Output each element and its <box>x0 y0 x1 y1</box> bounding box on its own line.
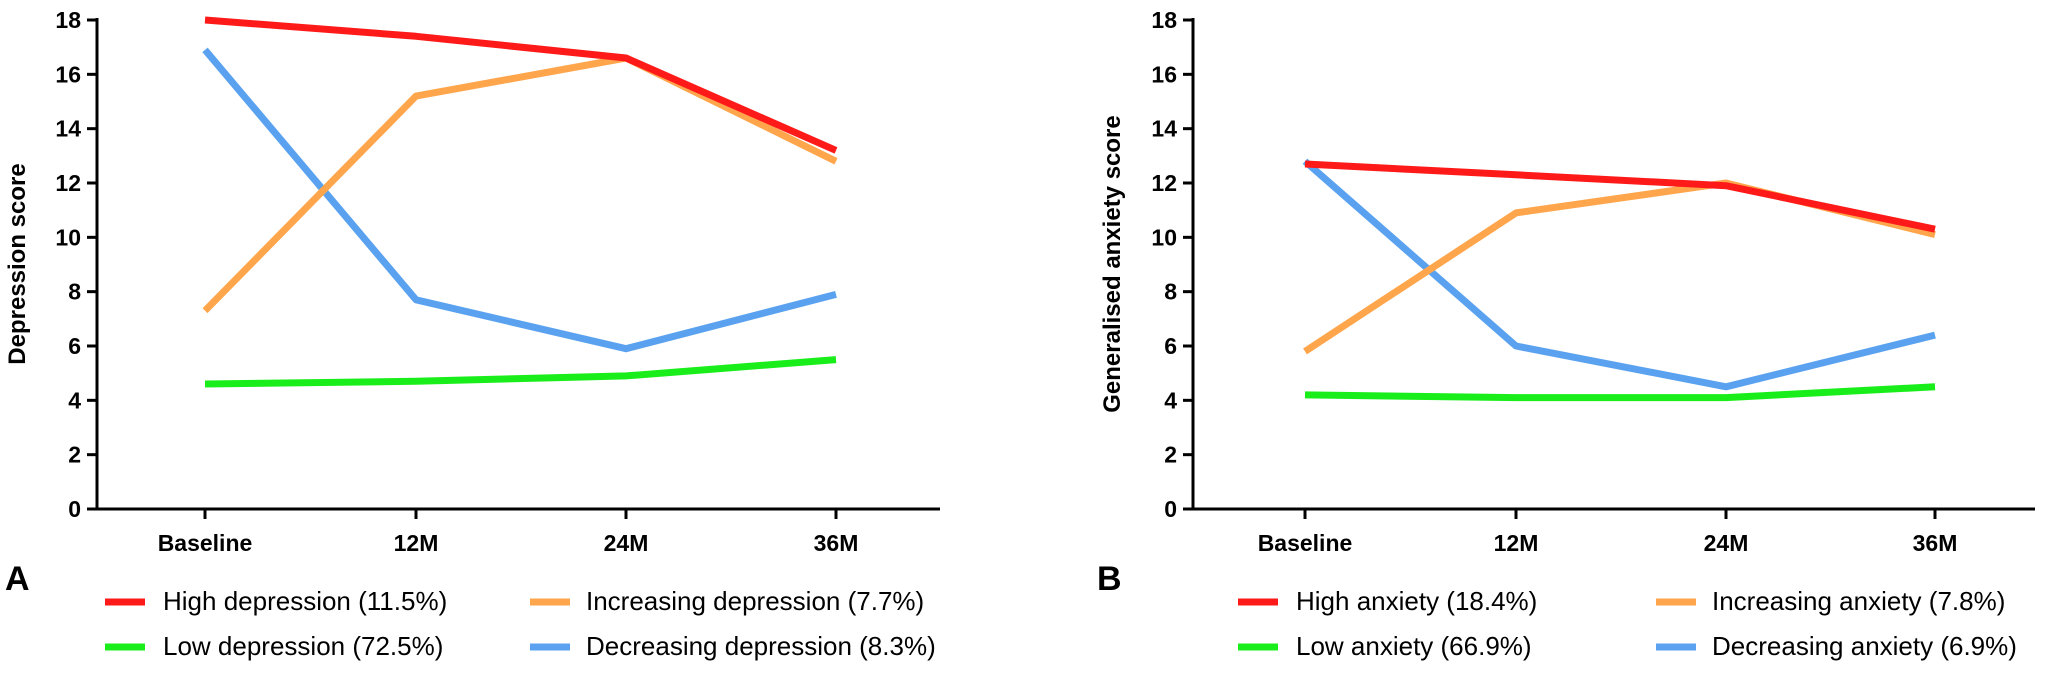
series-line-high <box>204 16 838 154</box>
chart-panel-a: 0 2 4 6 8 10 12 14 16 18 Baseline 12M 24M 36M Depressi… <box>4 7 940 661</box>
y-tick-label: 2 <box>1164 442 1177 468</box>
panel-label: A <box>5 560 30 598</box>
legend-label: High depression (11.5%) <box>163 586 447 616</box>
y-tick-label: 16 <box>55 61 81 87</box>
legend-label: High anxiety (18.4%) <box>1296 586 1537 616</box>
y-tick-label: 8 <box>1164 279 1177 305</box>
y-tick-label: 14 <box>1151 116 1177 142</box>
y-tick-label: 2 <box>68 442 81 468</box>
y-tick-label: 18 <box>55 7 81 33</box>
legend-label: Increasing anxiety (7.8%) <box>1712 586 2005 616</box>
panel-label: B <box>1097 560 1122 598</box>
x-tick-label: Baseline <box>1258 530 1353 556</box>
y-axis-title: Generalised anxiety score <box>1099 115 1126 413</box>
legend-label: Decreasing depression (8.3%) <box>586 631 936 661</box>
legend: High anxiety (18.4%) Increasing anxiety (… <box>1238 586 2017 661</box>
y-axis-title: Depression score <box>4 163 31 364</box>
y-tick-label: 10 <box>55 224 81 250</box>
y-tick-label: 8 <box>68 279 81 305</box>
y-tick-label: 16 <box>1151 61 1177 87</box>
legend-label: Increasing depression (7.7%) <box>586 586 924 616</box>
y-tick-label: 0 <box>1164 496 1177 522</box>
y-tick-label: 14 <box>55 116 81 142</box>
x-tick-label: 12M <box>394 530 439 556</box>
series-line-decreasing <box>202 47 837 353</box>
series-line-increasing <box>202 54 838 314</box>
series-line-decreasing <box>1302 158 1936 391</box>
x-tick-label: Baseline <box>158 530 253 556</box>
legend-label: Low depression (72.5%) <box>163 631 443 661</box>
y-tick-label: 0 <box>68 496 81 522</box>
series-line-low <box>1304 383 1936 402</box>
x-tick-label: 12M <box>1494 530 1539 556</box>
y-tick-label: 10 <box>1151 224 1177 250</box>
chart-panel-b: 0 2 4 6 8 10 12 14 16 18 Baseline 12M 24M 36M Generali… <box>1097 7 2035 661</box>
x-tick-label: 24M <box>1704 530 1749 556</box>
x-tick-label: 36M <box>814 530 859 556</box>
y-tick-label: 12 <box>1151 170 1177 196</box>
y-tick-label: 18 <box>1151 7 1177 33</box>
series-line-low <box>204 356 837 388</box>
legend-label: Low anxiety (66.9%) <box>1296 631 1532 661</box>
x-tick-label: 36M <box>1913 530 1958 556</box>
series-line-high <box>1304 160 1936 233</box>
legend: High depression (11.5%) Increasing depres… <box>105 586 936 661</box>
y-tick-label: 4 <box>1164 387 1177 413</box>
y-tick-label: 6 <box>68 333 81 359</box>
x-tick-label: 24M <box>604 530 649 556</box>
y-tick-label: 4 <box>68 387 81 413</box>
y-tick-label: 12 <box>55 170 81 196</box>
y-tick-label: 6 <box>1164 333 1177 359</box>
legend-label: Decreasing anxiety (6.9%) <box>1712 631 2017 661</box>
